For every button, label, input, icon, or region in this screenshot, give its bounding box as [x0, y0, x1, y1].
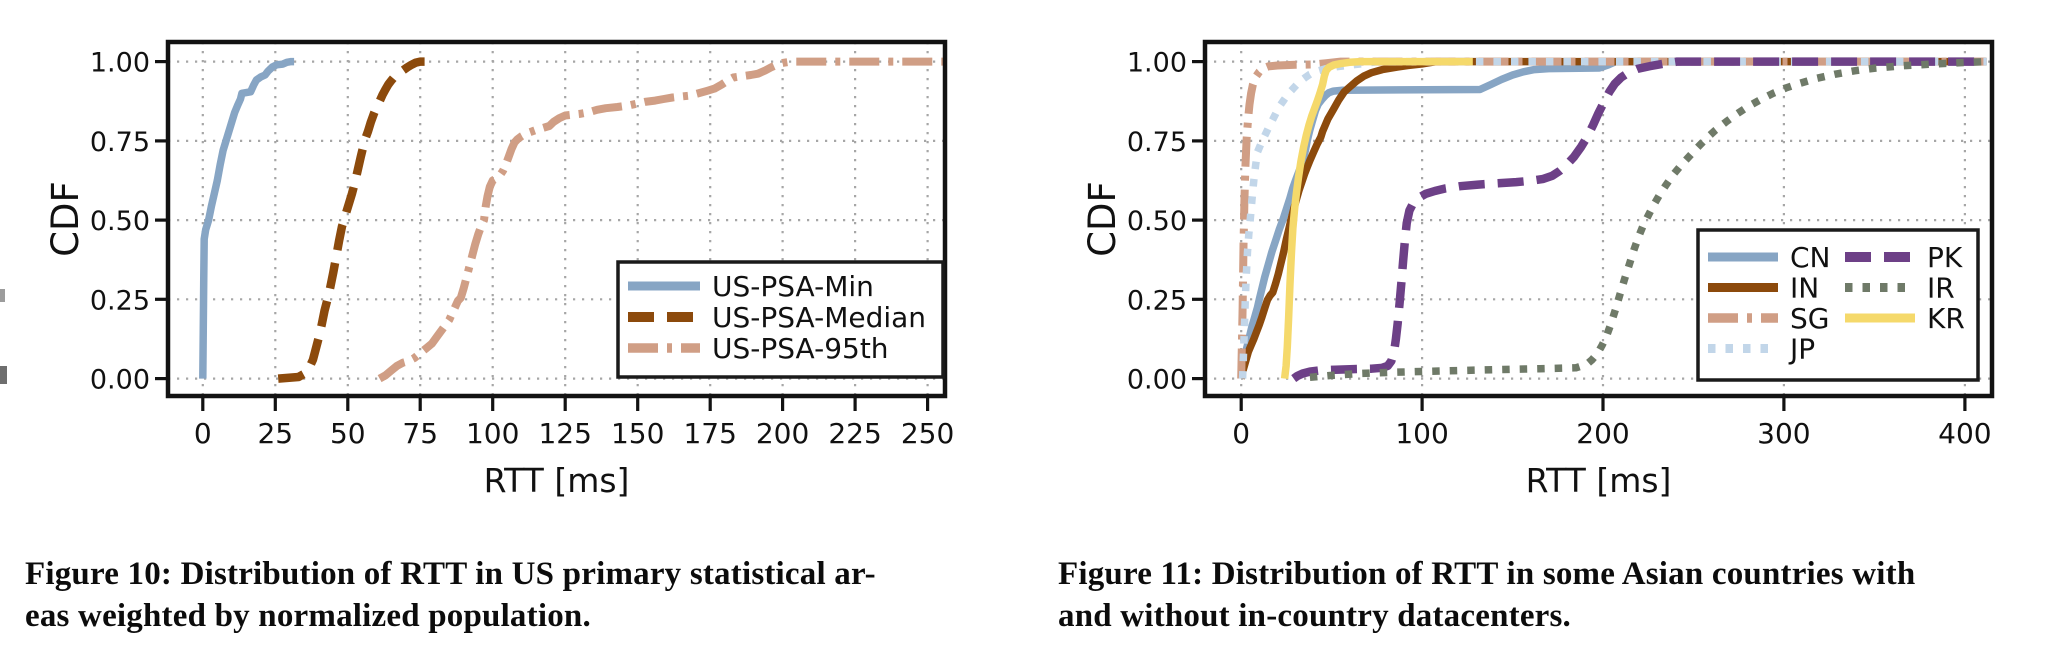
- page-edge-artifact: [0, 366, 7, 384]
- y-tick-label: 0.50: [90, 206, 150, 237]
- y-axis-labels: 0.00 0.25 0.50 0.75 1.00: [90, 48, 150, 396]
- figure-10-caption: Figure 10: Distribution of RTT in US pri…: [25, 553, 1010, 637]
- x-axis-ticks: [1239, 396, 1967, 411]
- y-tick-label: 0.00: [1127, 365, 1187, 396]
- y-axis-title: CDF: [44, 181, 87, 257]
- series-line-KR: [1280, 57, 1473, 380]
- y-tick-label: 1.00: [1127, 48, 1187, 79]
- figure-10-caption-line-2: eas weighted by normalized population.: [25, 598, 591, 634]
- y-tick-label: 0.75: [90, 127, 150, 158]
- x-tick-label: 0: [1232, 417, 1250, 450]
- y-tick-label: 1.00: [90, 48, 150, 79]
- legend-label-JP: JP: [1788, 333, 1815, 366]
- x-axis-title: RTT [ms]: [1526, 461, 1672, 500]
- x-tick-label: 25: [257, 417, 293, 450]
- legend-label-IR: IR: [1927, 272, 1955, 305]
- x-tick-label: 175: [683, 417, 736, 450]
- x-tick-label: 0: [194, 417, 212, 450]
- legend-label-US-PSA-Median: US-PSA-Median: [712, 301, 926, 334]
- x-axis-ticks: [201, 396, 930, 411]
- x-tick-label: 125: [538, 417, 591, 450]
- y-tick-label: 0.25: [1127, 285, 1187, 316]
- legend-label-IN: IN: [1790, 272, 1819, 305]
- figure-11-caption-line-2: and without in-country datacenters.: [1058, 598, 1572, 634]
- y-tick-label: 0.75: [1127, 127, 1187, 158]
- legend-label-PK: PK: [1927, 241, 1963, 274]
- y-axis-ticks: [1192, 59, 1205, 381]
- legend-label-KR: KR: [1927, 302, 1965, 335]
- figure-10-chart: 0 25 50 75 100 125 150 175 200 225 250 0.00 0.25 0.50…: [44, 39, 954, 500]
- x-axis-labels: 0 25 50 75 100 125 150 175 200 225 250: [194, 417, 954, 450]
- legend-label-CN: CN: [1790, 241, 1831, 274]
- x-tick-label: 50: [330, 417, 366, 450]
- y-axis-title: CDF: [1081, 181, 1124, 257]
- y-tick-label: 0.50: [1127, 206, 1187, 237]
- x-tick-label: 100: [1395, 417, 1448, 450]
- x-tick-label: 200: [1576, 417, 1629, 450]
- gridlines: [168, 42, 945, 396]
- series-line-US-PSA-95th: [377, 57, 945, 383]
- series-line-SG: [1237, 57, 1987, 379]
- x-tick-label: 300: [1757, 417, 1810, 450]
- figure-11-caption-line-1: Figure 11: Distribution of RTT in some A…: [1058, 556, 1916, 592]
- page-edge-artifact: [0, 289, 5, 302]
- series-line-IR: [1309, 57, 1987, 382]
- series-line-US-PSA-Median: [277, 57, 425, 383]
- legend-label-US-PSA-95th: US-PSA-95th: [712, 332, 889, 365]
- x-axis-labels: 0 100 200 300 400: [1232, 417, 1991, 450]
- figure-11-chart: 0 100 200 300 400 0.00 0.25 0.50 0.75 1.00 RTT [ms…: [1081, 39, 1995, 500]
- figure-11-caption: Figure 11: Distribution of RTT in some A…: [1058, 553, 2043, 637]
- legend-label-SG: SG: [1790, 302, 1829, 335]
- legend-label-US-PSA-Min: US-PSA-Min: [712, 270, 874, 303]
- y-tick-label: 0.00: [90, 365, 150, 396]
- figure-10-caption-line-1: Figure 10: Distribution of RTT in US pri…: [25, 556, 876, 592]
- y-axis-ticks: [155, 59, 168, 381]
- x-tick-label: 250: [901, 417, 954, 450]
- y-axis-labels: 0.00 0.25 0.50 0.75 1.00: [1127, 48, 1187, 396]
- x-tick-label: 225: [828, 417, 881, 450]
- series-line-PK: [1291, 57, 1987, 383]
- series-line-US-PSA-Min: [199, 57, 295, 379]
- x-tick-label: 150: [611, 417, 664, 450]
- y-tick-label: 0.25: [90, 285, 150, 316]
- x-tick-label: 400: [1938, 417, 1991, 450]
- x-tick-label: 75: [402, 417, 438, 450]
- x-axis-title: RTT [ms]: [484, 461, 630, 500]
- x-tick-label: 200: [756, 417, 809, 450]
- x-tick-label: 100: [466, 417, 519, 450]
